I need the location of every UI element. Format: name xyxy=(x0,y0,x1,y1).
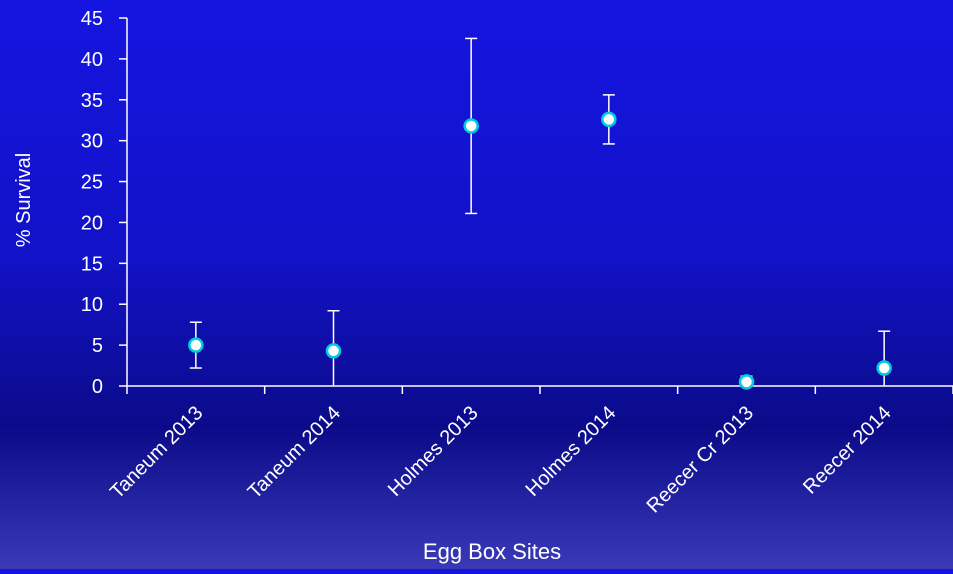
x-tick-label: Taneum 2013 xyxy=(106,402,207,503)
data-point xyxy=(876,360,892,376)
data-marks xyxy=(188,37,892,390)
x-tick-label: Taneum 2014 xyxy=(244,402,345,503)
x-tick-label: Reecer Cr 2013 xyxy=(643,402,758,517)
y-tick-label: 35 xyxy=(81,90,103,112)
y-tick-label: 30 xyxy=(81,131,103,153)
data-point xyxy=(463,118,479,134)
y-tick-label: 15 xyxy=(81,253,103,275)
data-point xyxy=(188,337,204,353)
data-point xyxy=(601,111,617,128)
axes xyxy=(126,18,953,387)
y-tick-label: 0 xyxy=(92,376,103,398)
y-tick-label: 25 xyxy=(81,172,103,194)
x-tick-label: Reecer 2014 xyxy=(799,402,896,499)
x-axis-label: Egg Box Sites xyxy=(423,539,561,564)
x-tick-label: Holmes 2013 xyxy=(384,402,483,501)
y-ticks: 0 5 10 15 20 25 30 35 40 45 xyxy=(81,8,127,398)
y-axis-label: % Survival xyxy=(13,153,35,247)
x-tick-label: Holmes 2014 xyxy=(521,402,620,501)
data-point xyxy=(325,343,342,359)
y-tick-label: 10 xyxy=(81,294,103,316)
y-tick-label: 5 xyxy=(92,335,103,357)
data-point xyxy=(738,374,755,390)
y-tick-label: 45 xyxy=(81,8,103,30)
y-tick-label: 40 xyxy=(81,49,103,71)
y-tick-label: 20 xyxy=(81,212,103,234)
x-ticks: Taneum 2013 Taneum 2014 Holmes 2013 Holmes … xyxy=(106,386,953,517)
